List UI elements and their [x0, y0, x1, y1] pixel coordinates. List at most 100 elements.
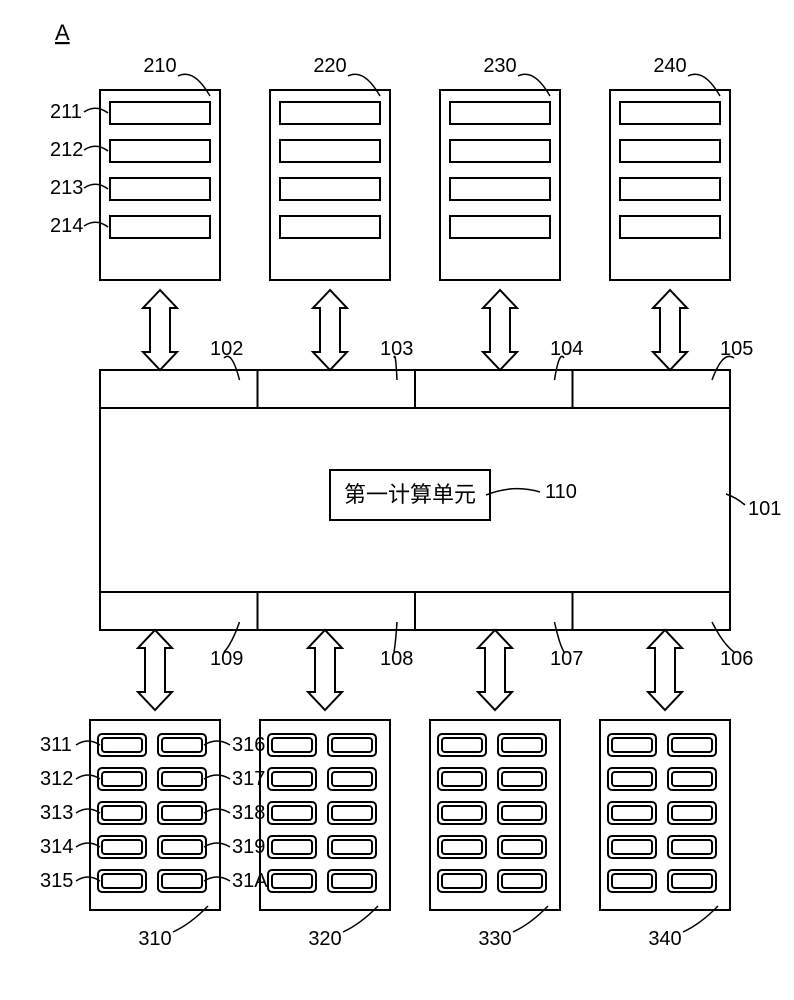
chip-inner-0-4-0 — [102, 874, 142, 888]
botleft-label-1: 312 — [40, 768, 73, 790]
top-label-3: 240 — [653, 55, 686, 77]
botleftR-leader-1 — [204, 775, 230, 779]
port-bottom-3 — [573, 592, 731, 630]
botleftR-label-0: 316 — [232, 734, 265, 756]
chip-inner-3-0-0 — [612, 738, 652, 752]
chip-inner-0-1-0 — [102, 772, 142, 786]
top-slot-0-2 — [110, 178, 210, 200]
botleft-leader-2 — [76, 809, 100, 813]
main-block-leader — [726, 494, 745, 505]
botleft-label-0: 311 — [40, 734, 72, 756]
chip-inner-2-2-0 — [442, 806, 482, 820]
botleftR-label-3: 319 — [232, 836, 265, 858]
top-arrow-3 — [653, 290, 687, 370]
chip-inner-1-2-0 — [272, 806, 312, 820]
chip-inner-1-4-0 — [272, 874, 312, 888]
top-slot-0-1 — [110, 140, 210, 162]
chip-inner-1-1-0 — [272, 772, 312, 786]
bot-module-3 — [600, 720, 730, 910]
bot-label-0: 310 — [138, 928, 171, 950]
chip-inner-1-3-1 — [332, 840, 372, 854]
chip-inner-1-4-1 — [332, 874, 372, 888]
topleft-leader-2 — [84, 184, 108, 189]
center-unit-leader — [486, 489, 540, 495]
topleft-leader-1 — [84, 146, 108, 151]
chip-inner-2-0-1 — [502, 738, 542, 752]
top-slot-1-2 — [280, 178, 380, 200]
bot-arrow-2 — [478, 630, 512, 710]
top-arrow-1 — [313, 290, 347, 370]
bot-label-2: 330 — [478, 928, 511, 950]
chip-inner-0-4-1 — [162, 874, 202, 888]
chip-inner-0-3-1 — [162, 840, 202, 854]
chip-inner-3-3-0 — [612, 840, 652, 854]
chip-inner-0-0-1 — [162, 738, 202, 752]
chip-inner-3-2-1 — [672, 806, 712, 820]
port-bottom-2 — [415, 592, 573, 630]
bot-module-0 — [90, 720, 220, 910]
top-leader-3 — [688, 74, 720, 96]
bot-label-1: 320 — [308, 928, 341, 950]
chip-inner-1-0-0 — [272, 738, 312, 752]
chip-inner-3-0-1 — [672, 738, 712, 752]
port-top-label-3: 105 — [720, 338, 753, 360]
topleft-leader-0 — [84, 108, 108, 113]
botleft-leader-0 — [76, 741, 100, 745]
chip-inner-2-4-1 — [502, 874, 542, 888]
port-top-0 — [100, 370, 258, 408]
top-module-1 — [270, 90, 390, 280]
topleft-label-3: 214 — [50, 215, 83, 237]
top-module-0 — [100, 90, 220, 280]
bot-arrow-0 — [138, 630, 172, 710]
chip-inner-2-2-1 — [502, 806, 542, 820]
top-leader-2 — [518, 74, 550, 96]
top-module-2 — [440, 90, 560, 280]
port-bottom-1 — [258, 592, 416, 630]
top-slot-0-0 — [110, 102, 210, 124]
top-slot-2-2 — [450, 178, 550, 200]
chip-inner-0-2-0 — [102, 806, 142, 820]
top-slot-2-1 — [450, 140, 550, 162]
botleftR-leader-2 — [204, 809, 230, 813]
bot-arrow-1 — [308, 630, 342, 710]
port-bottom-0 — [100, 592, 258, 630]
port-top-3 — [573, 370, 731, 408]
bot-label-3: 340 — [648, 928, 681, 950]
port-bot-label-0: 109 — [210, 648, 243, 670]
top-label-1: 220 — [313, 55, 346, 77]
chip-inner-2-1-1 — [502, 772, 542, 786]
port-bot-label-3: 106 — [720, 648, 753, 670]
topleft-label-0: 211 — [50, 101, 82, 123]
chip-inner-3-1-1 — [672, 772, 712, 786]
botleftR-leader-3 — [204, 843, 230, 847]
botleft-leader-4 — [76, 877, 100, 881]
top-slot-0-3 — [110, 216, 210, 238]
chip-inner-3-1-0 — [612, 772, 652, 786]
top-leader-1 — [348, 74, 380, 96]
topleft-label-1: 212 — [50, 139, 83, 161]
chip-inner-2-1-0 — [442, 772, 482, 786]
botleftR-leader-4 — [204, 877, 230, 881]
chip-inner-0-0-0 — [102, 738, 142, 752]
chip-inner-2-0-0 — [442, 738, 482, 752]
top-slot-1-3 — [280, 216, 380, 238]
chip-inner-2-3-0 — [442, 840, 482, 854]
botleftR-label-2: 318 — [232, 802, 265, 824]
figure-letter: A — [55, 20, 70, 45]
bot-arrow-3 — [648, 630, 682, 710]
topleft-leader-3 — [84, 222, 108, 227]
top-label-0: 210 — [143, 55, 176, 77]
botleft-label-4: 315 — [40, 870, 73, 892]
top-slot-3-1 — [620, 140, 720, 162]
port-top-1 — [258, 370, 416, 408]
top-slot-1-0 — [280, 102, 380, 124]
chip-inner-1-1-1 — [332, 772, 372, 786]
top-slot-3-2 — [620, 178, 720, 200]
chip-inner-3-4-1 — [672, 874, 712, 888]
port-bot-label-1: 108 — [380, 648, 413, 670]
botleft-label-2: 313 — [40, 802, 73, 824]
top-arrow-2 — [483, 290, 517, 370]
chip-inner-1-3-0 — [272, 840, 312, 854]
botleft-leader-3 — [76, 843, 100, 847]
chip-inner-1-0-1 — [332, 738, 372, 752]
